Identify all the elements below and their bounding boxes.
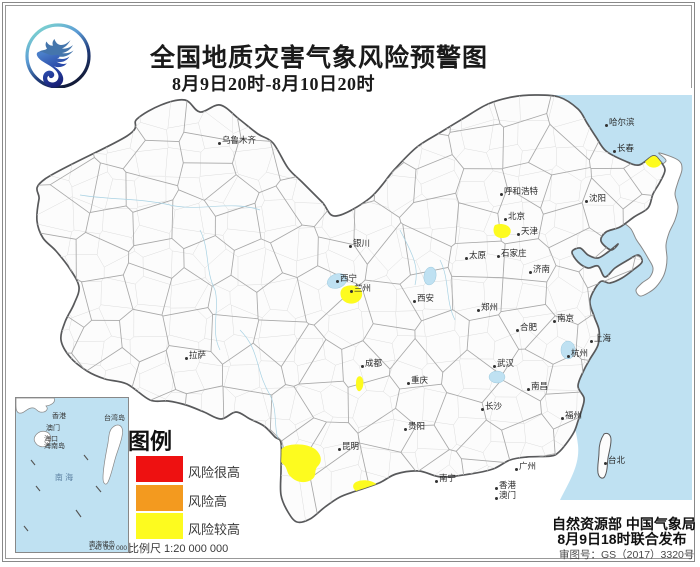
- svg-text:南 海: 南 海: [55, 472, 73, 482]
